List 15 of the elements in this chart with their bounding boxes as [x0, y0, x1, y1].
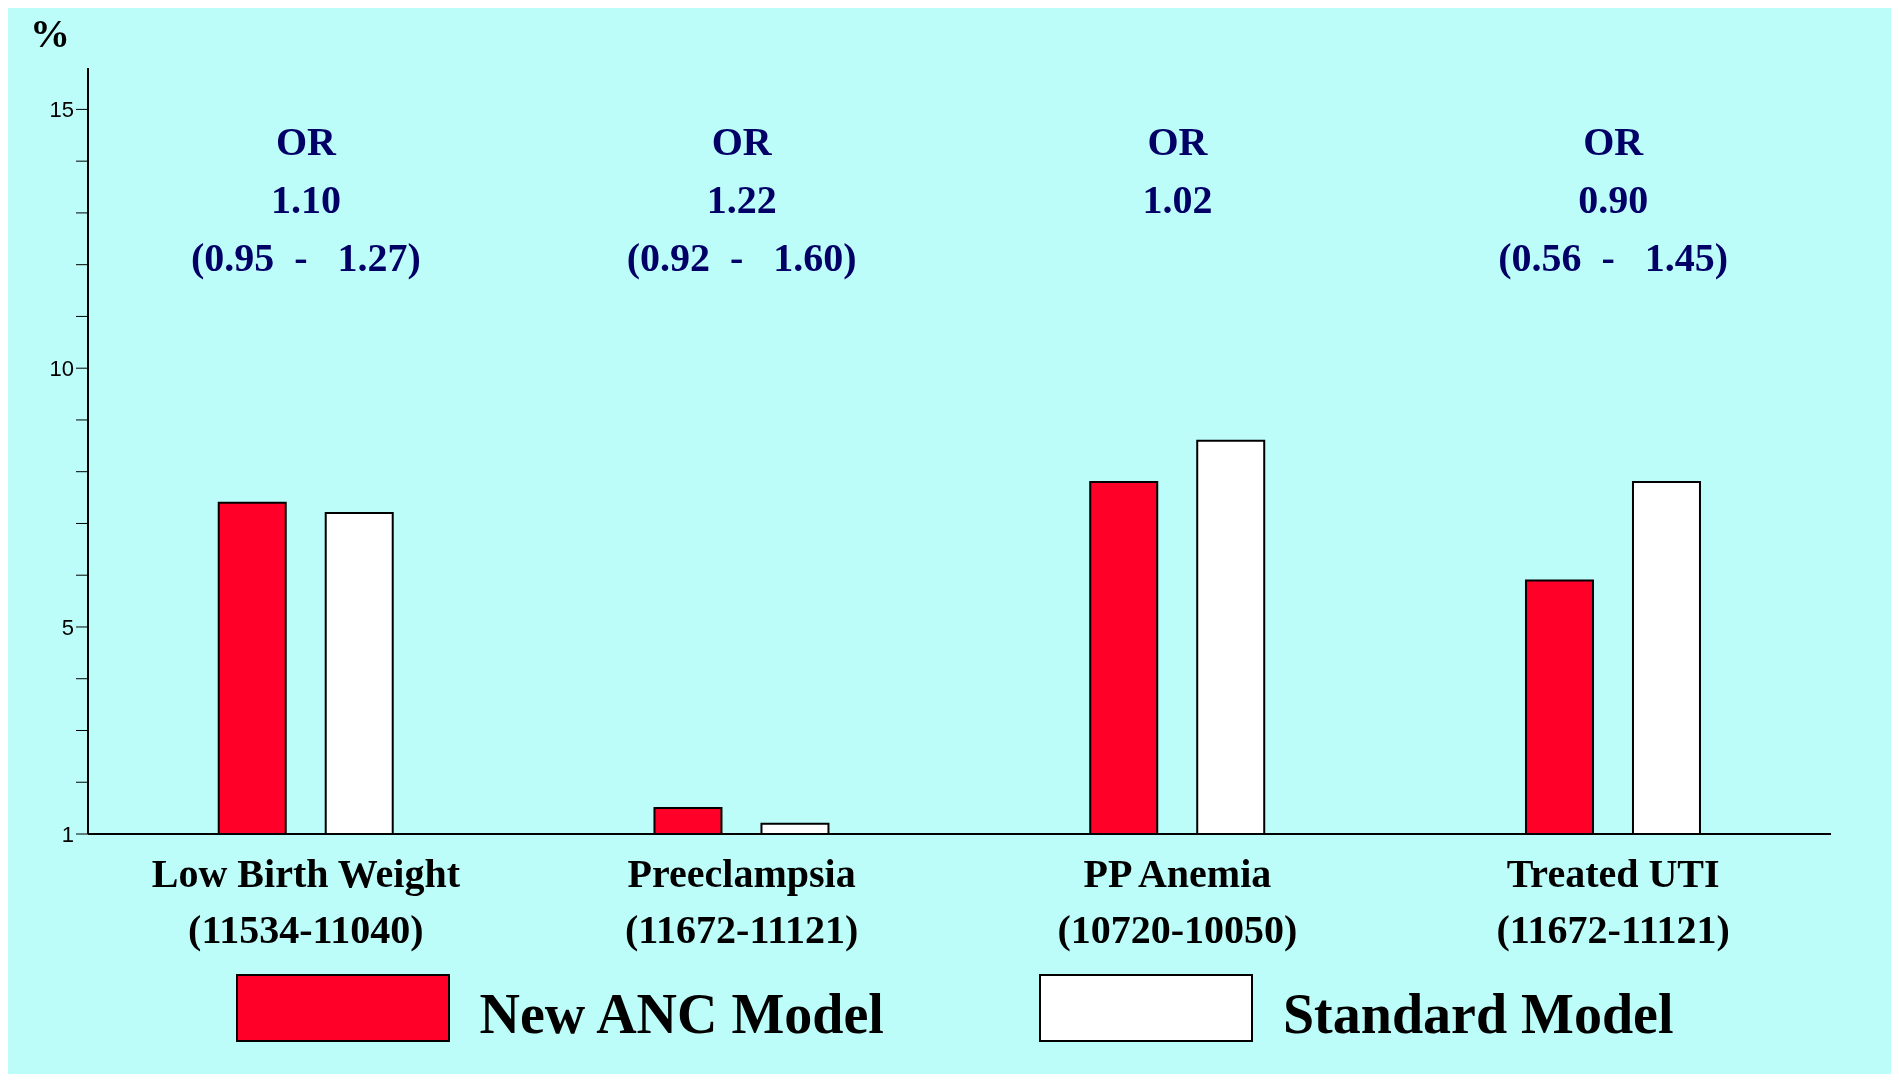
- y-tick-label: 10: [49, 356, 74, 381]
- y-tick-label: 15: [49, 97, 74, 123]
- x-tick-label: Treated UTI (11672-11121): [1496, 851, 1730, 952]
- x-tick-label: PP Anemia (10720-10050): [1057, 851, 1298, 952]
- x-tick-label: Preeclampsia (11672-11121): [624, 851, 859, 952]
- y-tick-label: 5: [61, 614, 74, 640]
- annotation: OR 1.02: [1141, 118, 1214, 224]
- legend-label: Standard Model: [1282, 983, 1674, 1045]
- legend-label: New ANC Model: [479, 983, 884, 1045]
- x-tick-label: Low Birth Weight (11534-11040): [151, 851, 461, 952]
- annotation: OR 0.90 (0.56 - 1.45): [1497, 118, 1730, 282]
- annotation: OR 1.22 (0.92 - 1.60): [625, 118, 858, 282]
- y-axis-title: %: [30, 10, 70, 57]
- annotation: OR 1.10 (0.95 - 1.27): [189, 118, 422, 282]
- y-tick-label: 1: [61, 821, 74, 847]
